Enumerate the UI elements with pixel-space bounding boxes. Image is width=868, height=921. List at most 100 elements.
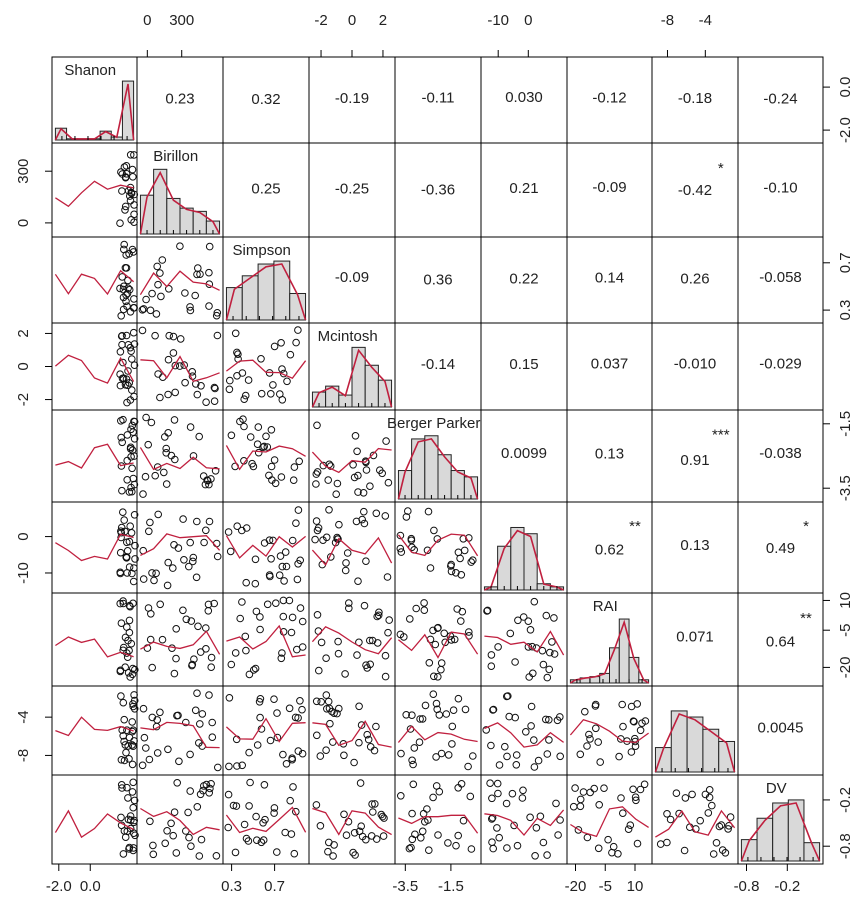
scatter-point [368,833,375,840]
scatter-point [443,711,450,718]
scatter-point [386,617,393,624]
scatter-point [570,803,577,810]
histogram-bar [274,261,290,320]
scatter-point [276,572,283,579]
scatter-point [228,661,235,668]
scatter-point [528,703,535,710]
scatter-point [165,391,172,398]
scatter-point [187,788,194,795]
scatter-point [355,578,362,585]
scatter-point [251,667,258,674]
scatter-point [352,433,359,440]
scatter-point [258,356,265,363]
histogram-bar [412,439,425,499]
scatter-point [119,439,126,446]
scatter-point [247,434,254,441]
bottom-axis-label: -5 [599,878,612,895]
scatter-point [246,803,253,810]
variable-name-label: Simpson [233,242,291,259]
scatter-point [139,327,146,334]
scatter-point [130,779,137,786]
scatter-point [519,795,526,802]
scatter-point [158,293,165,300]
scatter-point [180,607,187,614]
scatter-point [206,518,213,525]
scatter-point [465,763,472,770]
variable-name-label: Birillon [153,148,198,165]
scatter-point [431,673,438,680]
scatter-point [295,327,302,334]
scatter-point [237,615,244,622]
scatter-point [470,753,477,760]
correlation-value: 0.62 [595,541,624,558]
scatter-point [553,800,560,807]
scatter-point [432,641,439,648]
scatter-point [190,558,197,565]
smoother-line [398,726,477,742]
smoother-line [226,360,305,378]
scatter-point [205,608,212,615]
scatter-point [507,630,514,637]
scatter-point [141,734,148,741]
scatter-point [199,711,206,718]
scatter-point [148,419,155,426]
scatter-point [119,341,126,348]
scatter-point [495,790,502,797]
scatter-point [494,825,501,832]
scatter-point [155,511,162,518]
correlation-value: -0.029 [759,356,802,373]
scatter-point [605,836,612,843]
scatter-point [353,518,360,525]
scatter-point [455,832,462,839]
top-axis-label: 2 [379,12,387,29]
scatter-point [172,389,179,396]
scatter-point [531,764,538,771]
scatter-point [215,764,222,771]
scatter-point [512,714,519,721]
scatter-point [271,457,278,464]
panel-frame [137,502,223,593]
scatter-point [713,840,720,847]
smoother-line [55,534,133,560]
scatter-point [243,647,250,654]
scatter-point [282,829,289,836]
scatter-point [118,313,125,320]
right-axis-label: -5 [837,624,854,637]
variable-name-label: Berger Parker [387,415,480,432]
scatter-point [361,520,368,527]
scatter-point [121,716,128,723]
scatter-point [194,804,201,811]
scatter-point [526,674,533,681]
scatter-point [363,558,370,565]
scatter-point [490,845,497,852]
scatter-point [710,851,717,858]
right-axis-label: 0.7 [837,252,854,273]
scatter-point [506,713,513,720]
significance-stars: ** [800,610,812,627]
bottom-axis-label: 0.3 [221,878,242,895]
scatter-point [461,547,468,554]
scatter-point [591,785,598,792]
correlation-value: -0.42 [678,182,712,199]
scatter-point [117,349,124,356]
scatter-point [124,432,131,439]
scatter-point [171,542,178,549]
scatter-point [291,850,298,857]
scatter-point [450,707,457,714]
scatter-point [155,371,162,378]
scatter-point [196,433,203,440]
scatter-point [316,667,323,674]
scatter-point [410,781,417,788]
scatter-point [140,576,147,583]
scatter-point [159,257,166,264]
scatter-point [125,670,132,677]
scatter-point [129,166,136,173]
smoother-line [140,534,219,556]
scatter-point [185,809,192,816]
scatter-point [247,779,254,786]
scatter-point [226,695,233,702]
scatter-point [502,743,509,750]
scatter-point [299,706,306,713]
scatter-point [145,605,152,612]
